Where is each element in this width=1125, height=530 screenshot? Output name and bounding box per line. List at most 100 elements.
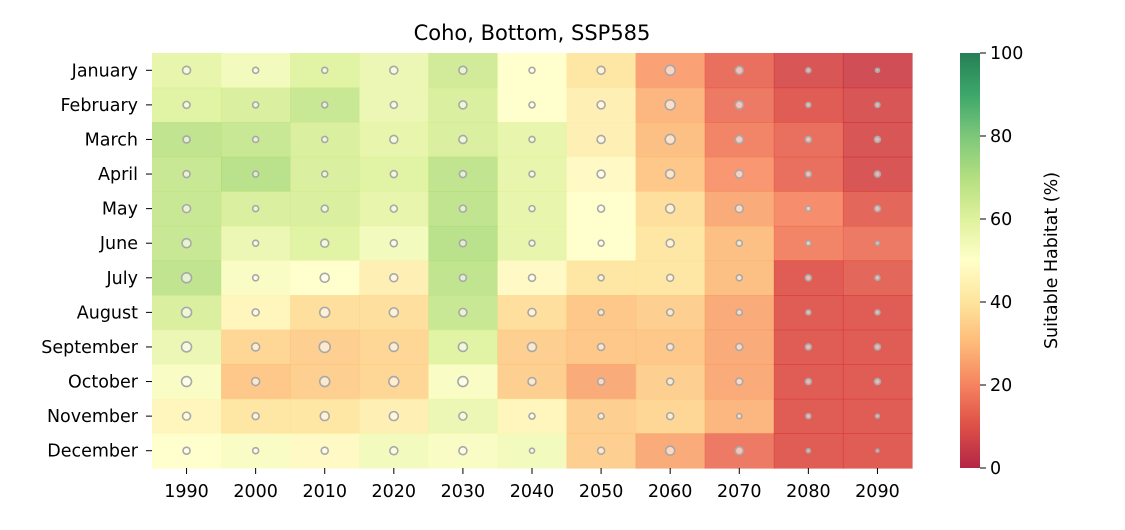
cell-marker [873, 377, 882, 386]
cell-marker [251, 411, 260, 421]
cell-marker [805, 66, 812, 74]
cell-marker [596, 342, 606, 352]
y-tick-label: November [47, 407, 139, 427]
cell-marker [181, 203, 192, 214]
cell-marker [319, 272, 331, 284]
cell-marker [251, 135, 260, 144]
cell-marker [734, 134, 745, 145]
cell-marker [389, 169, 399, 179]
x-tick-label: 2040 [510, 482, 555, 502]
cell-marker [596, 134, 606, 145]
cell-marker [251, 239, 260, 248]
cell-marker [597, 239, 605, 248]
colorbar-gradient [960, 53, 980, 468]
colorbar-tick-label: 20 [990, 376, 1012, 396]
cell-marker [596, 100, 606, 110]
cell-marker [528, 101, 536, 109]
y-tick-label: February [60, 96, 138, 116]
cell-marker [457, 375, 469, 388]
cell-marker [665, 377, 675, 386]
cell-marker [458, 411, 468, 421]
cell-marker [528, 66, 536, 75]
cell-marker [596, 377, 606, 386]
cell-marker [804, 170, 813, 178]
cell-marker [181, 237, 192, 249]
cell-marker [805, 239, 812, 247]
cell-marker [182, 100, 191, 110]
cell-marker [874, 274, 881, 282]
x-tick-label: 2060 [648, 482, 693, 502]
cell-marker [250, 342, 261, 352]
cell-marker [457, 341, 469, 353]
cell-marker [318, 306, 331, 319]
colorbar-tick-label: 0 [990, 459, 1001, 479]
cell-marker [319, 238, 330, 249]
cell-markers [180, 64, 882, 457]
y-tick-label: September [41, 338, 139, 358]
x-tick-label: 2080 [786, 482, 831, 502]
cell-marker [734, 445, 745, 456]
x-tick-label: 2000 [233, 482, 278, 502]
cell-marker [458, 273, 468, 283]
cell-marker [526, 341, 538, 353]
colorbar-tick-label: 80 [990, 127, 1012, 147]
cell-marker [180, 271, 193, 284]
x-tick-label: 2090 [855, 482, 900, 502]
cell-marker [389, 204, 399, 213]
cell-marker [734, 100, 745, 110]
cell-marker [320, 446, 330, 456]
cell-marker [389, 238, 399, 248]
cell-marker [388, 375, 400, 388]
colorbar-tick-label: 100 [990, 44, 1023, 64]
cell-marker [458, 238, 468, 248]
cell-marker [528, 170, 536, 178]
cell-marker [873, 343, 882, 351]
cell-marker [805, 205, 812, 212]
cell-marker [528, 412, 536, 420]
cell-marker [388, 307, 400, 318]
cell-marker [873, 135, 882, 144]
cell-marker [734, 169, 745, 179]
cell-marker [388, 341, 400, 353]
cell-marker [528, 204, 536, 213]
cell-marker [389, 272, 399, 283]
cell-marker [665, 273, 675, 283]
cell-marker [389, 445, 399, 456]
cell-marker [804, 273, 813, 282]
cell-marker [874, 413, 881, 419]
cell-marker [251, 446, 260, 455]
cell-marker [805, 309, 812, 316]
cell-marker [873, 170, 882, 178]
cell-marker [597, 412, 605, 420]
x-axis: 1990 2000 2010 2020 2030 2040 2050 2060 2070 2080… [164, 468, 900, 502]
cell-marker [804, 343, 813, 351]
cell-marker [319, 410, 331, 422]
cell-marker [250, 376, 261, 387]
cell-marker [251, 170, 260, 178]
colorbar-ticks: 0 20 40 60 80 100 [980, 44, 1023, 479]
x-tick-label: 2030 [441, 482, 486, 502]
cell-marker [251, 273, 260, 282]
cell-marker [458, 307, 468, 318]
cell-marker [734, 203, 745, 214]
cell-marker [597, 308, 605, 317]
cell-marker [734, 377, 744, 386]
y-tick-label: June [99, 234, 138, 254]
cell-marker [664, 445, 676, 457]
cell-marker [665, 411, 675, 421]
cell-marker [251, 101, 260, 109]
x-tick-label: 2020 [372, 482, 417, 502]
x-tick-label: 1990 [164, 482, 209, 502]
cell-marker [597, 273, 605, 282]
cell-marker [458, 134, 468, 145]
cell-marker [527, 307, 537, 318]
cell-marker [735, 308, 744, 317]
cell-marker [804, 377, 813, 386]
cell-marker [734, 342, 744, 352]
cell-marker [180, 341, 193, 353]
cell-marker [251, 308, 260, 317]
y-tick-label: August [77, 303, 138, 323]
colorbar-tick-label: 40 [990, 293, 1012, 313]
heatmap-cells [152, 53, 913, 469]
